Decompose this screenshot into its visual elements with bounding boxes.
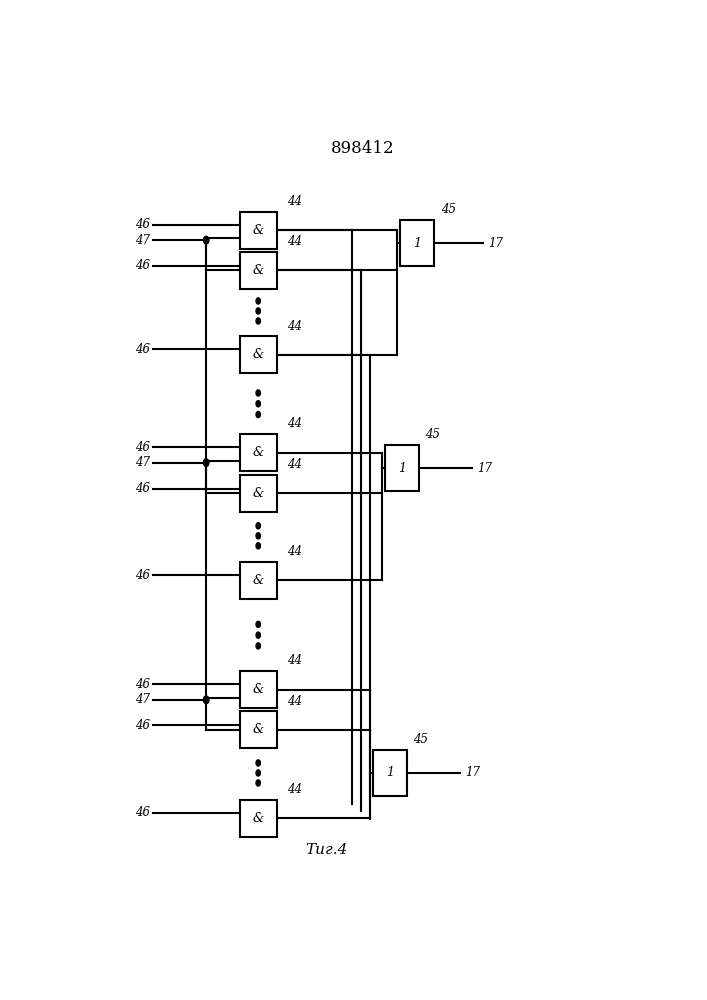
Text: 46: 46	[135, 719, 150, 732]
Text: 46: 46	[135, 806, 150, 820]
Bar	[240, 212, 277, 249]
Text: 1: 1	[413, 237, 421, 250]
Text: 44: 44	[287, 458, 302, 471]
Text: 45: 45	[426, 428, 440, 441]
Text: 47: 47	[135, 456, 150, 469]
Text: &: &	[252, 574, 264, 587]
Text: Τиг.4: Τиг.4	[305, 843, 348, 857]
Text: 44: 44	[287, 195, 302, 208]
Bar	[240, 336, 277, 373]
Circle shape	[256, 401, 260, 407]
Text: 17: 17	[465, 766, 480, 779]
Text: 46: 46	[135, 218, 150, 231]
Text: &: &	[252, 812, 264, 825]
Text: 44: 44	[287, 695, 302, 708]
Text: 45: 45	[440, 203, 456, 216]
Text: 44: 44	[287, 320, 302, 333]
Circle shape	[204, 459, 209, 466]
Text: &: &	[252, 446, 264, 459]
Text: &: &	[252, 264, 264, 277]
Text: 44: 44	[287, 417, 302, 430]
Circle shape	[204, 696, 209, 704]
Text: 17: 17	[489, 237, 503, 250]
Circle shape	[256, 770, 260, 776]
Text: &: &	[252, 224, 264, 237]
Text: 17: 17	[477, 462, 492, 475]
Bar	[240, 475, 277, 512]
Circle shape	[256, 390, 260, 396]
Text: &: &	[252, 487, 264, 500]
Text: &: &	[252, 723, 264, 736]
Circle shape	[256, 318, 260, 324]
Text: 44: 44	[287, 783, 302, 796]
Text: 47: 47	[135, 693, 150, 706]
Text: 46: 46	[135, 343, 150, 356]
Text: 898412: 898412	[331, 140, 394, 157]
Circle shape	[256, 632, 260, 638]
Bar	[240, 711, 277, 748]
Text: &: &	[252, 683, 264, 696]
Circle shape	[256, 621, 260, 627]
Text: 46: 46	[135, 482, 150, 495]
Text: 44: 44	[287, 654, 302, 667]
Text: 46: 46	[135, 259, 150, 272]
Bar	[240, 252, 277, 289]
Bar	[240, 562, 277, 599]
Circle shape	[256, 308, 260, 314]
Circle shape	[256, 523, 260, 529]
Text: 46: 46	[135, 569, 150, 582]
Text: 44: 44	[287, 545, 302, 558]
Text: 1: 1	[386, 766, 394, 779]
Text: &: &	[252, 348, 264, 361]
Circle shape	[256, 543, 260, 549]
Bar	[240, 671, 277, 708]
Text: 47: 47	[135, 234, 150, 247]
Text: 46: 46	[135, 441, 150, 454]
Text: 45: 45	[414, 733, 428, 746]
Circle shape	[256, 760, 260, 766]
Circle shape	[256, 411, 260, 418]
Text: 44: 44	[287, 235, 302, 248]
Bar	[373, 750, 407, 796]
Circle shape	[256, 298, 260, 304]
Text: 1: 1	[398, 462, 406, 475]
Bar	[400, 220, 434, 266]
Circle shape	[256, 780, 260, 786]
Bar	[240, 434, 277, 471]
Bar	[240, 800, 277, 837]
Bar	[385, 445, 419, 491]
Circle shape	[256, 533, 260, 539]
Circle shape	[256, 643, 260, 649]
Circle shape	[204, 236, 209, 244]
Text: 46: 46	[135, 678, 150, 691]
